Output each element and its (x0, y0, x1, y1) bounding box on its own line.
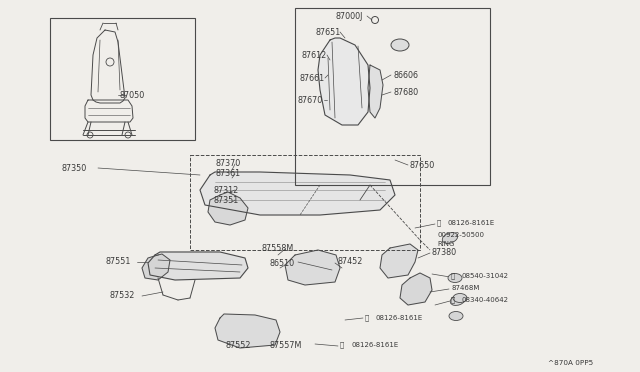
Text: Ⓑ: Ⓑ (365, 315, 369, 321)
Polygon shape (400, 273, 432, 305)
Bar (50, 18, 195, 140)
Text: 08540-31042: 08540-31042 (462, 273, 509, 279)
Text: Ⓑ: Ⓑ (340, 342, 344, 348)
Text: 87050: 87050 (120, 90, 145, 99)
Text: 87468M: 87468M (451, 285, 479, 291)
Polygon shape (142, 254, 170, 280)
Text: 87650: 87650 (410, 160, 435, 170)
Text: 87000J: 87000J (335, 12, 362, 20)
Text: 87312: 87312 (213, 186, 238, 195)
Text: Ⓢ: Ⓢ (451, 297, 455, 303)
Text: Ⓑ: Ⓑ (437, 220, 441, 226)
Bar (295, 8, 490, 185)
Text: 87551: 87551 (105, 257, 131, 266)
Text: ^870A 0PP5: ^870A 0PP5 (548, 360, 593, 366)
Text: RING: RING (437, 241, 454, 247)
Text: 87680: 87680 (393, 87, 418, 96)
Ellipse shape (453, 294, 467, 302)
Ellipse shape (442, 232, 458, 243)
Polygon shape (380, 244, 418, 278)
Text: 87670: 87670 (298, 96, 323, 105)
Polygon shape (200, 172, 395, 215)
Ellipse shape (448, 273, 462, 282)
Text: 87351: 87351 (213, 196, 238, 205)
Text: 08340-40642: 08340-40642 (462, 297, 509, 303)
Text: 87661: 87661 (300, 74, 325, 83)
Text: 00922-50500: 00922-50500 (437, 232, 484, 238)
Bar (190, 155, 420, 250)
Polygon shape (208, 192, 248, 225)
Polygon shape (285, 250, 340, 285)
Text: 87558M: 87558M (262, 244, 294, 253)
Text: 86606: 86606 (393, 71, 418, 80)
Text: 08126-8161E: 08126-8161E (448, 220, 495, 226)
Polygon shape (318, 38, 370, 125)
Text: 87350: 87350 (62, 164, 87, 173)
Text: 87651: 87651 (316, 28, 341, 36)
Text: 87612: 87612 (302, 51, 327, 60)
Text: 08126-8161E: 08126-8161E (351, 342, 398, 348)
Text: 87452: 87452 (338, 257, 364, 266)
Text: 87532: 87532 (110, 292, 136, 301)
Text: 08126-8161E: 08126-8161E (376, 315, 423, 321)
Ellipse shape (391, 39, 409, 51)
Ellipse shape (449, 311, 463, 321)
Text: 87552: 87552 (225, 340, 250, 350)
Text: 87370: 87370 (215, 158, 240, 167)
Polygon shape (148, 252, 248, 280)
Polygon shape (368, 65, 383, 118)
Ellipse shape (451, 295, 466, 305)
Polygon shape (215, 314, 280, 348)
Text: 86510: 86510 (270, 260, 295, 269)
Text: Ⓢ: Ⓢ (451, 273, 455, 279)
Text: 87557M: 87557M (270, 340, 302, 350)
Text: 87361: 87361 (215, 169, 240, 177)
Text: 87380: 87380 (432, 247, 457, 257)
